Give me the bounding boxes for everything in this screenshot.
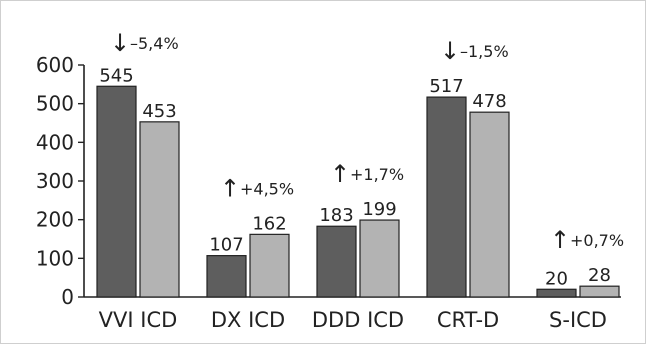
annotation-text-ddd-icd: +1,7% [350,165,404,184]
bar-crt-d-series-0 [426,96,467,298]
annotation-text-s-icd: +0,7% [570,231,624,250]
annotation-arrow-ddd-icd: ↑ [330,160,350,188]
y-tick-label-200: 200 [36,208,74,232]
data-label-dx-icd-series-0: 107 [209,235,243,256]
y-tick-label-400: 400 [36,130,74,154]
data-label-crt-d-series-1: 478 [472,91,506,112]
bar-ddd-icd-series-0 [316,225,357,298]
bar-s-icd-series-1 [579,285,620,298]
data-label-s-icd-series-1: 28 [588,265,611,286]
bar-vvi-icd-series-0 [96,85,137,298]
y-tick-label-100: 100 [36,246,74,270]
y-tick-label-500: 500 [36,92,74,116]
data-label-s-icd-series-0: 20 [545,268,568,289]
data-label-vvi-icd-series-0: 545 [99,65,133,86]
annotation-arrow-vvi-icd: ↓ [110,29,130,57]
category-label-ddd-icd: DDD ICD [312,308,404,332]
annotation-text-vvi-icd: –5,4% [130,34,179,53]
data-label-dx-icd-series-1: 162 [252,213,286,234]
category-label-s-icd: S-ICD [549,308,607,332]
bar-vvi-icd-series-1 [139,121,180,298]
annotation-arrow-dx-icd: ↑ [220,174,240,202]
y-tick-label-600: 600 [36,53,74,77]
bar-dx-icd-series-1 [249,233,290,298]
bar-crt-d-series-1 [469,111,510,298]
data-label-ddd-icd-series-0: 183 [319,205,353,226]
bar-s-icd-series-0 [536,288,577,298]
bar-dx-icd-series-0 [206,255,247,298]
annotation-arrow-crt-d: ↓ [440,37,460,65]
data-label-crt-d-series-0: 517 [429,76,463,97]
data-label-ddd-icd-series-1: 199 [362,199,396,220]
y-tick-label-0: 0 [61,285,74,309]
annotation-arrow-s-icd: ↑ [550,226,570,254]
category-label-vvi-icd: VVI ICD [99,308,178,332]
y-tick-label-300: 300 [36,169,74,193]
annotation-text-dx-icd: +4,5% [240,179,294,198]
category-label-dx-icd: DX ICD [211,308,285,332]
category-label-crt-d: CRT-D [437,308,499,332]
data-label-vvi-icd-series-1: 453 [142,101,176,122]
bar-ddd-icd-series-1 [359,219,400,298]
annotation-text-crt-d: –1,5% [460,42,509,61]
